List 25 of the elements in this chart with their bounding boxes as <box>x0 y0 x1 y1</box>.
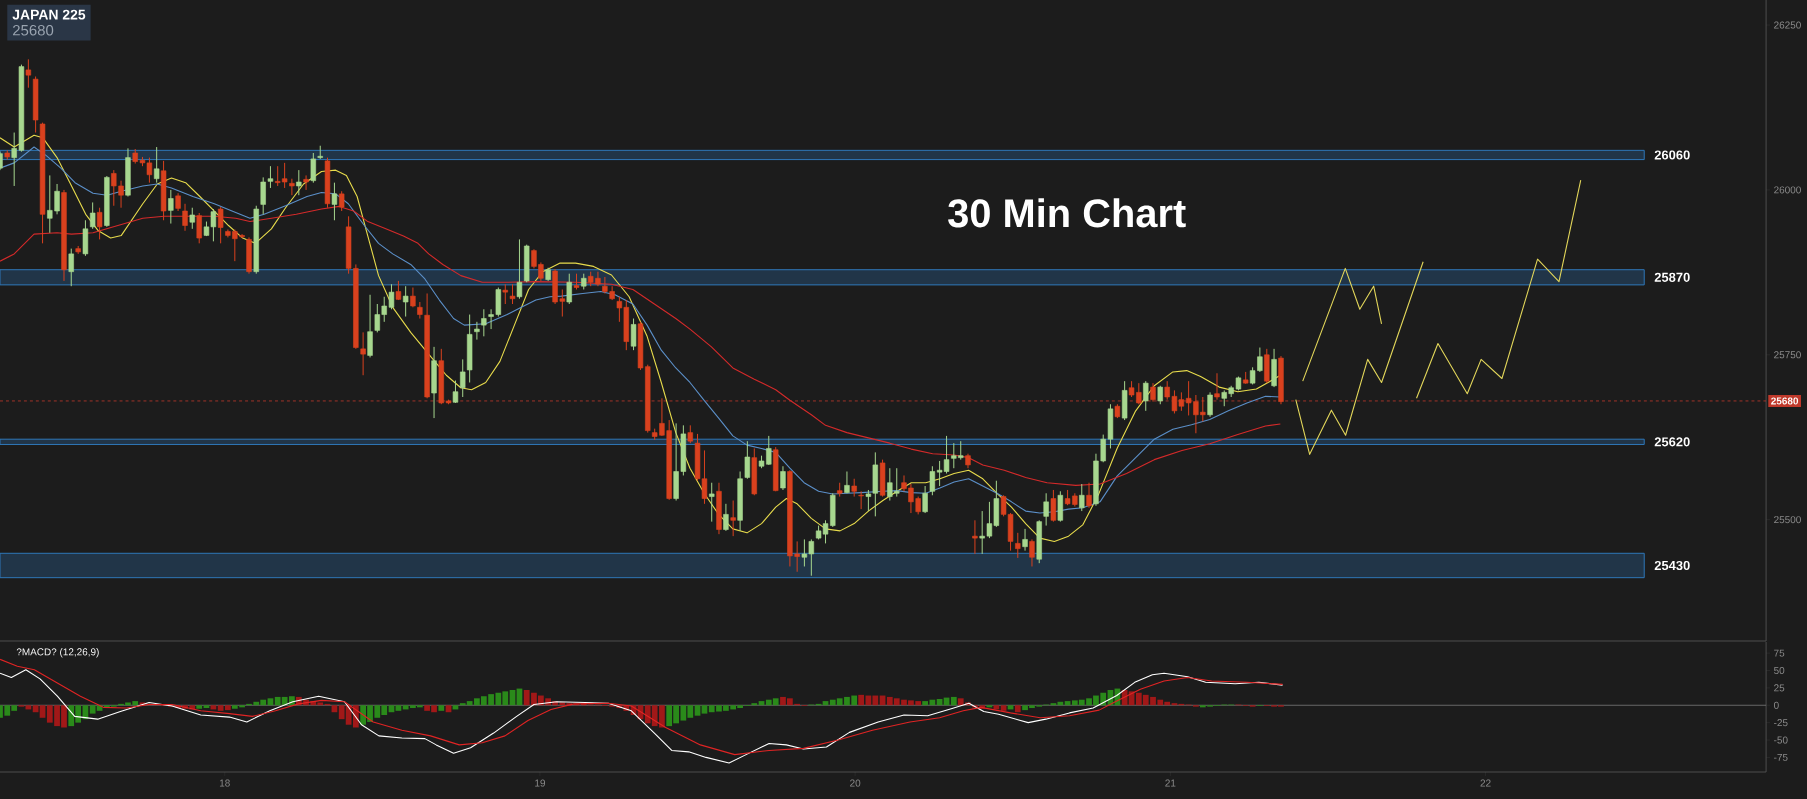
y-tick-label: 50 <box>1774 666 1785 675</box>
text: ?MACD? (12,26,9) <box>16 648 99 658</box>
x-tick-label: 19 <box>535 779 546 787</box>
y-tick-label: 75 <box>1774 649 1785 657</box>
text: 25680 <box>13 24 54 36</box>
annotation: 30 Min Chart <box>948 198 1186 228</box>
x-tick-label: 21 <box>1165 779 1176 787</box>
y-tick-label: 26250 <box>1774 21 1801 29</box>
y-tick-label: 0 <box>1773 701 1779 709</box>
band-label: 25620 <box>1654 437 1690 447</box>
ref-line-label: 25680 <box>1771 397 1799 405</box>
band-label: 26060 <box>1654 150 1690 160</box>
y-tick-label: -50 <box>1774 736 1788 744</box>
y-tick-label: 25500 <box>1774 516 1801 524</box>
band-label: 25430 <box>1654 560 1690 571</box>
band-label: 25870 <box>1654 272 1690 282</box>
x-tick-label: 22 <box>1480 779 1491 787</box>
y-tick-label: 25750 <box>1774 351 1801 359</box>
x-tick-label: 18 <box>219 779 230 787</box>
y-tick-label: -25 <box>1774 719 1788 727</box>
y-tick-label: -75 <box>1774 753 1788 761</box>
x-tick-label: 20 <box>850 779 861 787</box>
y-tick-label: 25 <box>1774 684 1785 692</box>
text: JAPAN 225 <box>12 9 86 20</box>
y-tick-label: 26000 <box>1774 186 1801 194</box>
